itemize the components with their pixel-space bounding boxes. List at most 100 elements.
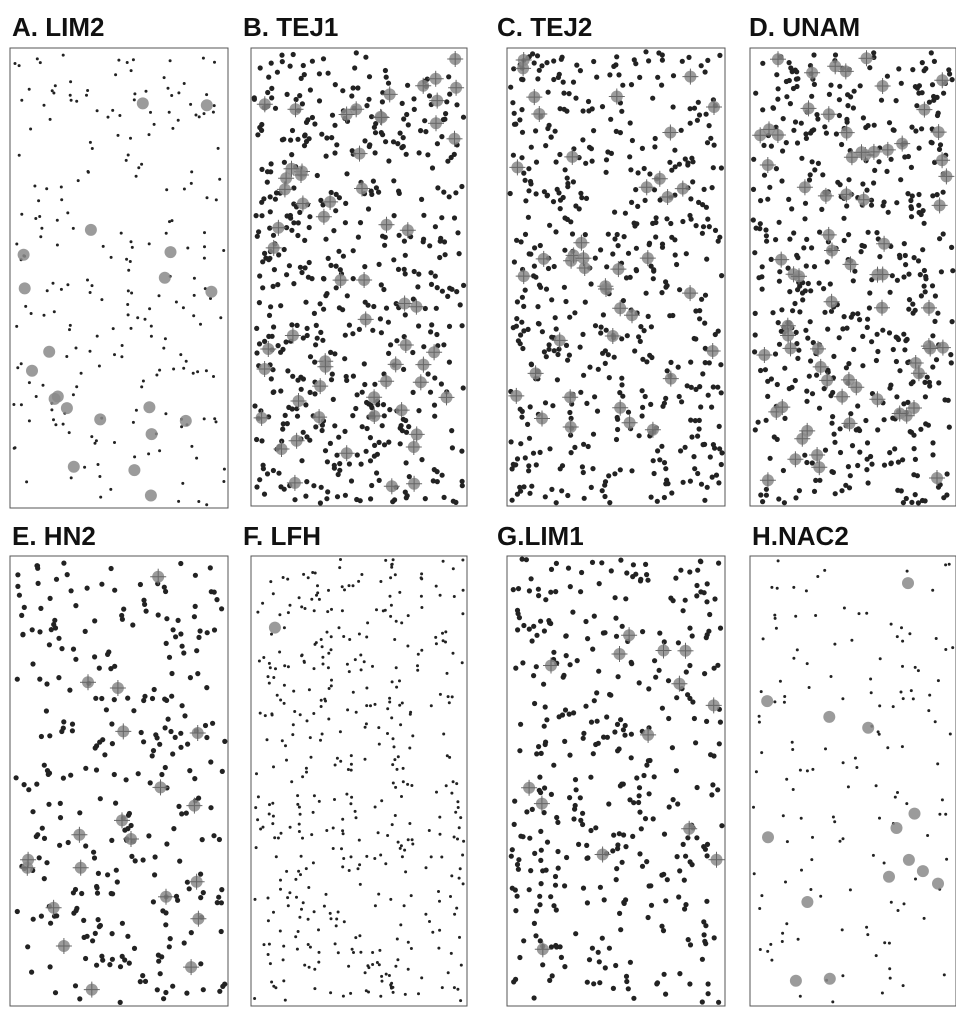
data-point [337, 626, 341, 630]
data-point [794, 83, 800, 90]
data-point [887, 450, 893, 456]
data-point [679, 58, 685, 64]
data-point [288, 825, 292, 829]
data-point [438, 593, 442, 597]
data-point [280, 426, 286, 432]
data-point [550, 403, 556, 409]
data-point [694, 582, 700, 589]
data-point [548, 791, 555, 798]
data-point [295, 136, 301, 142]
data-point [308, 945, 312, 949]
data-point [438, 815, 442, 819]
data-point [519, 107, 525, 113]
data-point [584, 400, 590, 406]
data-point [328, 349, 334, 355]
data-point [192, 603, 198, 610]
highlight-point [890, 822, 903, 834]
data-point [57, 815, 64, 821]
data-point [555, 865, 561, 871]
data-point [363, 725, 367, 729]
data-point [700, 371, 706, 377]
data-point [30, 916, 36, 922]
data-point [365, 635, 369, 639]
data-point [809, 245, 815, 251]
data-point [778, 679, 782, 683]
data-point [389, 897, 393, 901]
data-point [288, 137, 294, 143]
data-point [560, 79, 566, 85]
data-point [909, 124, 915, 130]
data-point [541, 189, 548, 195]
data-point [910, 379, 916, 385]
data-point [770, 958, 774, 962]
data-point [140, 973, 146, 979]
data-point [567, 795, 573, 801]
data-point [38, 913, 45, 919]
data-point [428, 270, 434, 276]
data-point [259, 827, 263, 831]
data-point [915, 500, 922, 506]
data-point [641, 328, 647, 334]
data-point [363, 54, 369, 60]
data-point [542, 704, 548, 710]
data-point [366, 74, 373, 80]
data-point [126, 289, 130, 293]
data-point [680, 841, 686, 848]
data-point [388, 700, 392, 704]
data-point [439, 215, 445, 221]
data-point [81, 917, 87, 924]
data-point [695, 470, 701, 477]
data-point [799, 290, 806, 296]
data-point [171, 826, 177, 832]
data-point [572, 444, 578, 450]
data-point [674, 261, 680, 268]
data-point [448, 154, 454, 161]
data-point [517, 484, 523, 490]
data-point [295, 232, 301, 239]
data-point [266, 333, 272, 339]
data-point [556, 346, 562, 352]
data-point [437, 254, 443, 261]
data-point [949, 77, 955, 83]
data-point [543, 286, 550, 292]
data-point [627, 959, 634, 965]
data-point [650, 95, 656, 101]
data-point [284, 421, 290, 427]
data-point [320, 337, 326, 343]
data-point [655, 448, 661, 454]
data-point [908, 197, 914, 204]
data-point [315, 593, 318, 597]
data-point [329, 917, 333, 921]
data-point [509, 847, 515, 853]
data-point [126, 303, 130, 306]
data-point [331, 847, 335, 850]
data-point [256, 229, 262, 235]
highlight-point [67, 460, 80, 473]
data-point [875, 427, 881, 433]
data-point [550, 199, 557, 205]
data-point [757, 714, 761, 718]
data-point [863, 417, 869, 424]
data-point [584, 842, 590, 849]
data-point [304, 332, 310, 339]
data-point [354, 452, 360, 458]
data-point [29, 627, 35, 633]
data-point [606, 945, 613, 951]
data-point [946, 67, 952, 73]
data-point [527, 404, 533, 410]
data-point [514, 316, 520, 322]
data-point [704, 256, 710, 262]
data-point [271, 822, 275, 826]
data-point [644, 572, 650, 578]
data-point [172, 734, 178, 741]
data-point [273, 836, 277, 840]
data-point [610, 251, 616, 257]
data-point [799, 816, 803, 820]
data-point [787, 236, 793, 242]
data-point [521, 328, 527, 334]
data-point [795, 648, 799, 652]
data-point [270, 283, 276, 289]
highlight-point [789, 974, 802, 987]
data-point [254, 484, 260, 490]
data-point [644, 762, 650, 768]
